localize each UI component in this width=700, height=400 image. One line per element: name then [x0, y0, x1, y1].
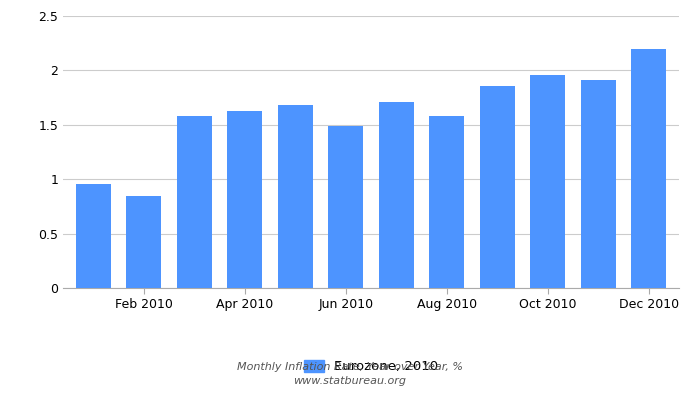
Bar — [530, 75, 566, 288]
Bar — [126, 196, 162, 288]
Bar — [631, 49, 666, 288]
Bar — [76, 184, 111, 288]
Text: www.statbureau.org: www.statbureau.org — [293, 376, 407, 386]
Bar — [379, 102, 414, 288]
Text: Monthly Inflation Rate, Year over Year, %: Monthly Inflation Rate, Year over Year, … — [237, 362, 463, 372]
Bar — [278, 105, 313, 288]
Legend: Eurozone, 2010: Eurozone, 2010 — [298, 354, 444, 378]
Bar — [176, 116, 212, 288]
Bar — [580, 80, 616, 288]
Bar — [429, 116, 464, 288]
Bar — [480, 86, 515, 288]
Bar — [227, 111, 262, 288]
Bar — [328, 126, 363, 288]
